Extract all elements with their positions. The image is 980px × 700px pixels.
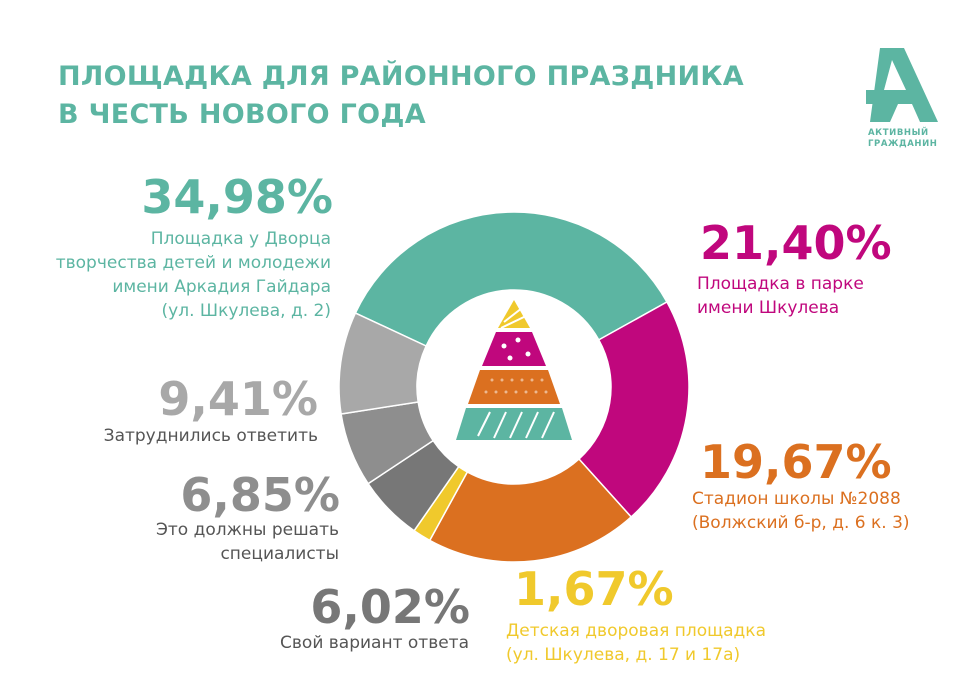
active-citizen-logo-icon [866,48,938,122]
slice-0-label-line-4: (ул. Шкулева, д. 2) [161,301,331,321]
slice-0-label-line-2: творчества детей и молодежи [55,253,331,273]
slice-4-value: 6,02% [310,580,470,634]
slice-5-label: Это должны решать специалисты [156,518,339,566]
slice-0-value: 34,98% [141,170,333,224]
slice-2-label-line-2: (Волжский б-р, д. 6 к. 3) [692,513,910,533]
slice-5-value: 6,85% [180,468,340,522]
slice-2-label: Стадион школы №2088 (Волжский б-р, д. 6 … [692,487,910,535]
slice-1-label: Площадка в парке имени Шкулева [697,272,864,320]
slice-3-label-line-2: (ул. Шкулева, д. 17 и 17а) [506,645,741,665]
slice-5-label-line-2: специалисты [220,544,339,564]
slice-1-value: 21,40% [700,216,892,270]
slice-2-value: 19,67% [700,435,892,489]
slice-6-label: Затруднились ответить [104,424,318,448]
slice-0-label-line-1: Площадка у Дворца [150,229,331,249]
slice-4-label-line-1: Свой вариант ответа [280,633,469,653]
slice-3-value: 1,67% [514,562,674,616]
slice-6-label-line-1: Затруднились ответить [103,426,318,446]
slice-4-label: Свой вариант ответа [280,631,469,655]
title-line-2: В ЧЕСТЬ НОВОГО ГОДА [58,99,426,130]
title-line-1: ПЛОЩАДКА ДЛЯ РАЙОННОГО ПРАЗДНИКА [58,61,744,92]
page-title: ПЛОЩАДКА ДЛЯ РАЙОННОГО ПРАЗДНИКА В ЧЕСТЬ… [58,58,744,134]
slice-0-label: Площадка у Дворца творчества детей и мол… [56,227,331,323]
logo-text: АКТИВНЫЙ ГРАЖДАНИН [868,128,944,150]
slice-5-label-line-1: Это должны решать [156,520,339,540]
logo-line-1: АКТИВНЫЙ [868,128,929,138]
donut-slices [338,211,690,563]
slice-2-label-line-1: Стадион школы №2088 [692,489,901,509]
slice-1-label-line-2: имени Шкулева [697,298,840,318]
logo-line-2: ГРАЖДАНИН [868,139,938,149]
slice-1-label-line-1: Площадка в парке [697,274,864,294]
slice-3-label: Детская дворовая площадка (ул. Шкулева, … [506,619,766,667]
slice-3-label-line-1: Детская дворовая площадка [506,621,766,641]
christmas-tree-icon [456,300,572,440]
slice-6-value: 9,41% [158,372,318,426]
slice-0-label-line-3: имени Аркадия Гайдара [112,277,331,297]
